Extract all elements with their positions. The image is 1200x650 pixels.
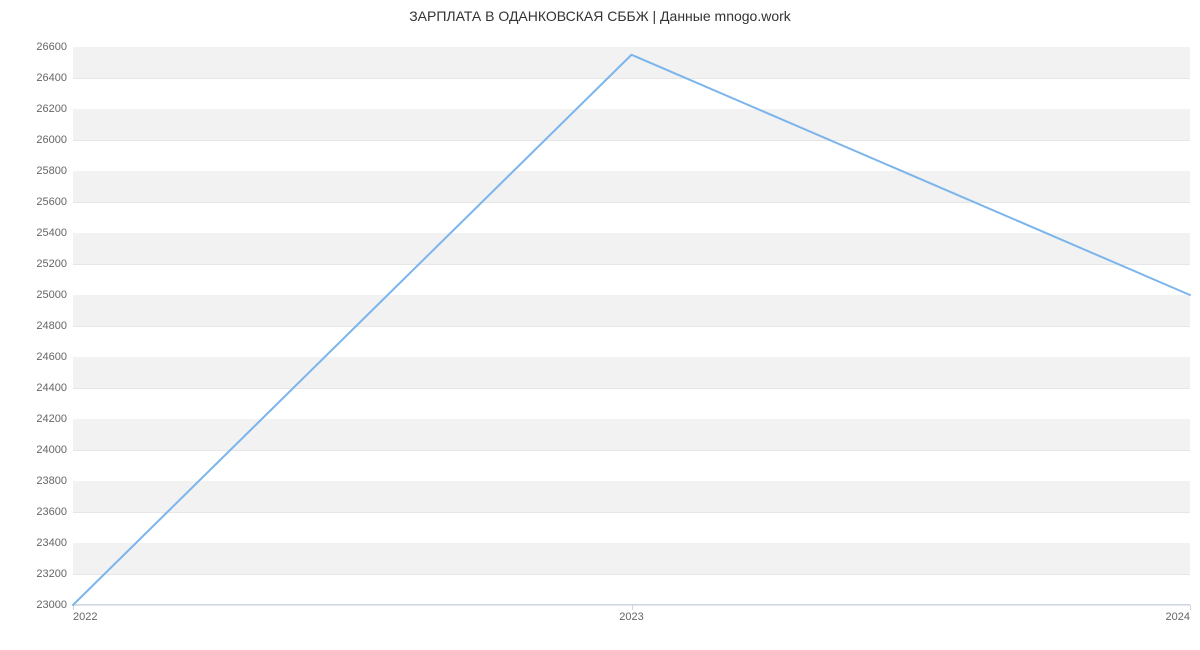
y-axis-label: 24400 (36, 382, 73, 394)
chart-title: ЗАРПЛАТА В ОДАНКОВСКАЯ СББЖ | Данные mno… (0, 8, 1200, 24)
x-axis-label: 2024 (1166, 605, 1190, 623)
y-axis-label: 26600 (36, 41, 73, 53)
y-axis-label: 23400 (36, 537, 73, 549)
y-axis-label: 25800 (36, 165, 73, 177)
y-axis-label: 23800 (36, 475, 73, 487)
y-axis-label: 24800 (36, 320, 73, 332)
plot-area: 2660026400262002600025800256002540025200… (73, 47, 1190, 605)
y-axis-label: 23600 (36, 506, 73, 518)
y-axis-label: 25400 (36, 227, 73, 239)
y-axis-label: 25600 (36, 196, 73, 208)
y-axis-label: 24000 (36, 444, 73, 456)
line-chart: ЗАРПЛАТА В ОДАНКОВСКАЯ СББЖ | Данные mno… (0, 0, 1200, 650)
x-axis-label: 2023 (619, 605, 643, 623)
x-tick (1190, 605, 1191, 610)
y-axis-label: 25200 (36, 258, 73, 270)
y-axis-label: 24600 (36, 351, 73, 363)
y-axis-label: 26200 (36, 103, 73, 115)
y-axis-label: 24200 (36, 413, 73, 425)
y-axis-label: 23200 (36, 568, 73, 580)
y-axis-label: 23000 (36, 599, 73, 611)
x-axis-label: 2022 (73, 605, 97, 623)
y-axis-label: 25000 (36, 289, 73, 301)
y-axis-label: 26400 (36, 72, 73, 84)
series-line (73, 47, 1190, 605)
y-axis-label: 26000 (36, 134, 73, 146)
